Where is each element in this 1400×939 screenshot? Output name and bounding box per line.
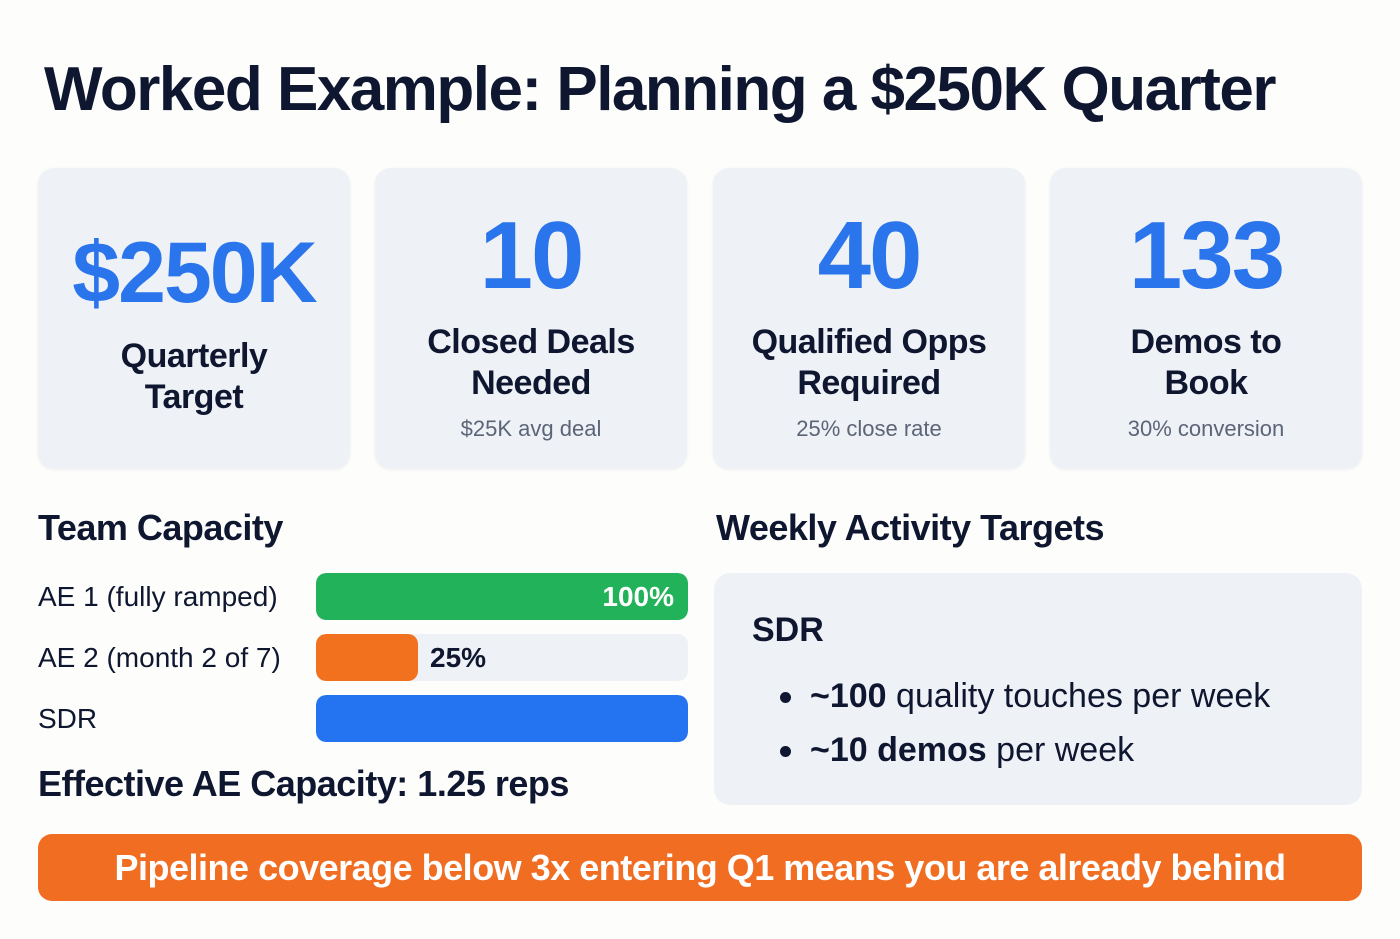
- activity-list: ~100 quality touches per week ~10 demos …: [780, 669, 1270, 777]
- activity-item-text: quality touches per week: [886, 677, 1271, 715]
- metric-note: $25K avg deal: [460, 416, 602, 441]
- capacity-label: SDR: [38, 703, 98, 734]
- activity-item-emphasis: ~10 demos: [810, 731, 987, 769]
- metric-cards: $250K Quarterly Target 10 Closed Deals N…: [38, 168, 1362, 469]
- weekly-activity-box: SDR ~100 quality touches per week ~10 de…: [714, 573, 1362, 805]
- metric-label-line1: Qualified Opps: [751, 323, 987, 361]
- capacity-bar: 25%: [316, 634, 688, 681]
- warning-banner: Pipeline coverage below 3x entering Q1 m…: [38, 834, 1362, 901]
- metric-label-line1: Closed Deals: [427, 323, 635, 361]
- metric-value: $250K: [72, 225, 317, 321]
- metric-label-line2: Needed: [471, 364, 591, 402]
- metric-label-line1: Demos to: [1130, 323, 1282, 361]
- metric-value: 10: [479, 202, 585, 309]
- capacity-row-ae2: AE 2 (month 2 of 7) 25%: [38, 634, 688, 682]
- capacity-percent: 25%: [430, 642, 487, 673]
- metric-card-quarterly-target: $250K Quarterly Target: [38, 168, 350, 469]
- metric-value: 133: [1128, 202, 1285, 309]
- capacity-bar: [316, 695, 688, 742]
- effective-capacity: Effective AE Capacity: 1.25 reps: [38, 763, 569, 804]
- metric-label-line1: Quarterly: [120, 337, 268, 375]
- activity-item-emphasis: ~100: [810, 677, 887, 715]
- bullet-icon: [780, 746, 791, 757]
- capacity-bar-fill: [316, 695, 688, 742]
- capacity-bar: 100%: [316, 573, 688, 620]
- capacity-row-ae1: AE 1 (fully ramped) 100%: [38, 573, 688, 621]
- metric-card-closed-deals: 10 Closed Deals Needed $25K avg deal: [375, 168, 687, 469]
- activity-item-text: per week: [986, 731, 1135, 769]
- capacity-bar-fill: [316, 634, 418, 681]
- capacity-label: AE 1 (fully ramped): [38, 581, 278, 612]
- metric-value: 40: [817, 202, 923, 309]
- metric-note: 30% conversion: [1127, 416, 1285, 441]
- metric-label-line2: Book: [1164, 364, 1249, 402]
- weekly-activity-heading: Weekly Activity Targets: [716, 507, 1105, 548]
- capacity-bar-fill: [316, 573, 688, 620]
- metric-card-qualified-opps: 40 Qualified Opps Required 25% close rat…: [713, 168, 1025, 469]
- metric-note: 25% close rate: [796, 416, 942, 441]
- activity-item: ~100 quality touches per week: [780, 669, 1270, 723]
- bullet-icon: [780, 692, 791, 703]
- team-capacity-heading: Team Capacity: [38, 507, 283, 548]
- capacity-row-sdr: SDR: [38, 695, 688, 743]
- activity-role: SDR: [752, 611, 824, 649]
- metric-card-demos: 133 Demos to Book 30% conversion: [1050, 168, 1362, 469]
- capacity-label: AE 2 (month 2 of 7): [38, 642, 281, 673]
- page-title: Worked Example: Planning a $250K Quarter: [44, 55, 1276, 124]
- capacity-percent: 100%: [602, 581, 674, 612]
- activity-item: ~10 demos per week: [780, 723, 1270, 777]
- metric-label-line2: Target: [144, 378, 244, 416]
- metric-label-line2: Required: [797, 364, 941, 402]
